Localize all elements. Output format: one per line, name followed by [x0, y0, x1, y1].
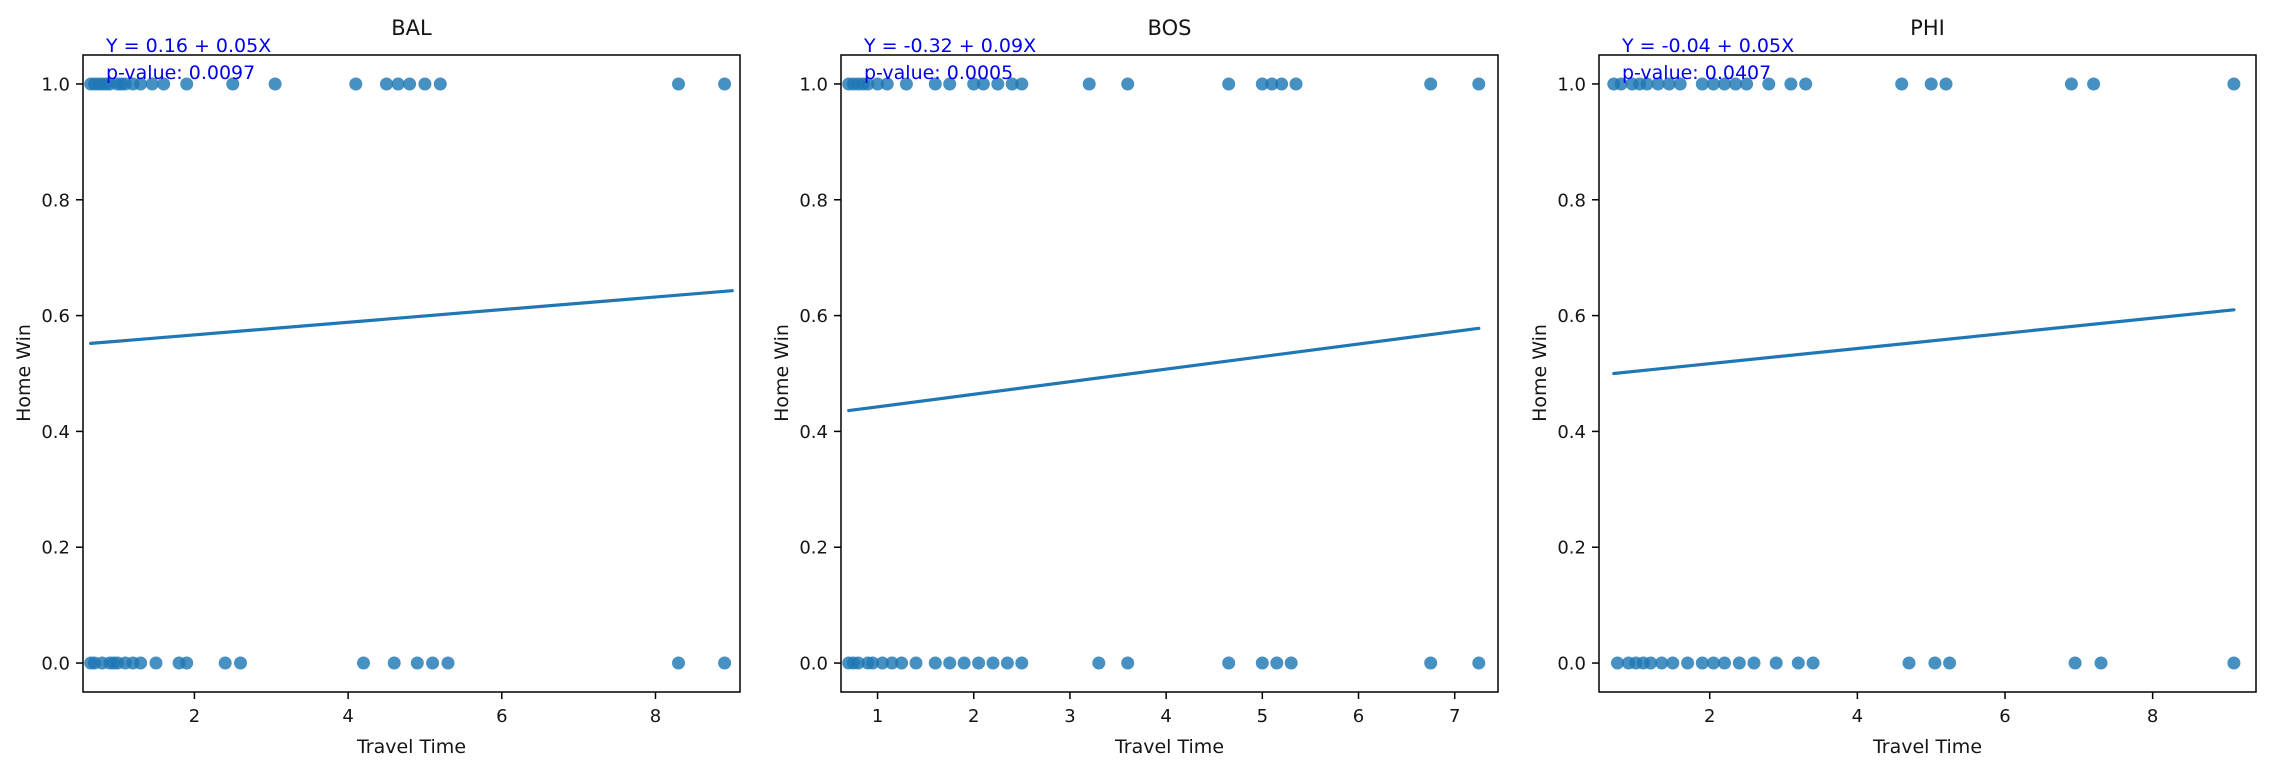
y-axis-label: Home Win	[1529, 324, 1551, 422]
svg-text:0.0: 0.0	[41, 654, 70, 675]
svg-text:6: 6	[496, 706, 507, 727]
svg-text:2: 2	[968, 706, 979, 727]
svg-text:4: 4	[342, 706, 353, 727]
svg-text:0.8: 0.8	[1557, 190, 1586, 211]
svg-text:8: 8	[2147, 706, 2158, 727]
plot-area: 2 4 6 8 0.0 0.2 0.4 0.6 0.8 1.0	[1557, 54, 2257, 727]
x-axis-label: Travel Time	[356, 736, 467, 758]
svg-text:4: 4	[1852, 706, 1863, 727]
svg-text:1.0: 1.0	[41, 74, 70, 95]
subplot-phi: PHI Y = -0.04 + 0.05X p-value: 0.0407 Ho…	[1516, 0, 2274, 776]
x-axis-label: Travel Time	[1872, 736, 1983, 758]
svg-text:1: 1	[872, 706, 883, 727]
svg-text:4: 4	[1160, 706, 1171, 727]
svg-text:0.2: 0.2	[1557, 538, 1586, 559]
svg-text:6: 6	[1999, 706, 2010, 727]
svg-text:5: 5	[1257, 706, 1268, 727]
regression-annotation: Y = -0.04 + 0.05X p-value: 0.0407	[1622, 33, 1794, 87]
pvalue-text: p-value: 0.0097	[106, 62, 256, 84]
svg-text:1.0: 1.0	[1557, 74, 1586, 95]
svg-text:8: 8	[650, 706, 661, 727]
svg-text:1.0: 1.0	[799, 74, 828, 95]
plot-title: BOS	[1147, 16, 1192, 40]
plot-area: 2 4 6 8 0.0 0.2 0.4 0.6 0.8 1.0	[41, 54, 741, 727]
svg-text:0.6: 0.6	[41, 306, 70, 327]
svg-text:0.0: 0.0	[1557, 654, 1586, 675]
y-axis-label: Home Win	[13, 324, 35, 422]
svg-text:0.4: 0.4	[1557, 422, 1586, 443]
pvalue-text: p-value: 0.0407	[1622, 62, 1772, 84]
y-axis-label: Home Win	[771, 324, 793, 422]
x-axis-label: Travel Time	[1114, 736, 1225, 758]
svg-text:6: 6	[1353, 706, 1364, 727]
equation-text: Y = 0.16 + 0.05X	[106, 35, 272, 57]
subplot-bos: BOS Y = -0.32 + 0.09X p-value: 0.0005 Ho…	[758, 0, 1516, 776]
svg-text:0.8: 0.8	[41, 190, 70, 211]
svg-text:0.0: 0.0	[799, 654, 828, 675]
svg-text:0.8: 0.8	[799, 190, 828, 211]
plot-area: 1 2 3 4 5 6 7 0.0 0.2 0.4 0.6 0.8 1.0	[799, 54, 1499, 727]
svg-text:0.6: 0.6	[1557, 306, 1586, 327]
svg-text:0.2: 0.2	[41, 538, 70, 559]
pvalue-text: p-value: 0.0005	[864, 62, 1014, 84]
regression-annotation: Y = -0.32 + 0.09X p-value: 0.0005	[864, 33, 1036, 87]
plot-title: BAL	[391, 16, 432, 40]
plot-title: PHI	[1910, 16, 1945, 40]
subplot-bal: BAL Y = 0.16 + 0.05X p-value: 0.0097 Hom…	[0, 0, 758, 776]
svg-text:2: 2	[1704, 706, 1715, 727]
svg-text:2: 2	[189, 706, 200, 727]
svg-text:0.4: 0.4	[41, 422, 70, 443]
svg-text:0.4: 0.4	[799, 422, 828, 443]
equation-text: Y = -0.32 + 0.09X	[864, 35, 1037, 57]
equation-text: Y = -0.04 + 0.05X	[1622, 35, 1795, 57]
svg-text:0.6: 0.6	[799, 306, 828, 327]
svg-text:7: 7	[1449, 706, 1460, 727]
regression-annotation: Y = 0.16 + 0.05X p-value: 0.0097	[106, 33, 271, 87]
svg-text:0.2: 0.2	[799, 538, 828, 559]
svg-text:3: 3	[1064, 706, 1075, 727]
